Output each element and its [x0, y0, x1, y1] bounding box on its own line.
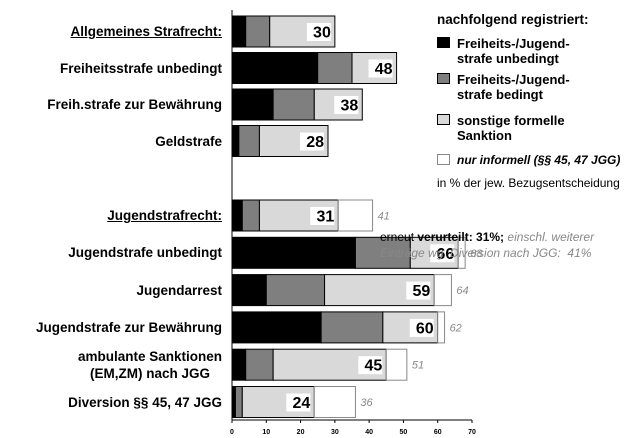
total-bg — [286, 393, 311, 412]
category-label: Geldstrafe — [0, 126, 222, 157]
total-label: 28 — [306, 134, 324, 151]
legend-note: in % der jew. Bezugsentscheidung — [437, 176, 620, 190]
bar-segment — [241, 199, 260, 232]
bar-segment — [245, 15, 271, 48]
category-text: Jugendarrest — [136, 282, 222, 298]
annotation-bold: verurteilt: 31%; — [417, 230, 505, 244]
bar-segment — [337, 199, 374, 232]
category-text: Freiheitsstrafe unbedingt — [59, 60, 222, 76]
bar-segment — [457, 236, 466, 269]
category-label: Jugendstrafrecht: — [0, 200, 222, 231]
category-text: ambulante Sanktionen (EM,ZM) nach JGG — [77, 348, 222, 381]
total-bg — [310, 207, 335, 225]
bar-segment — [231, 125, 240, 157]
total-label: 30 — [313, 25, 331, 42]
category-text: Jugendstrafe unbedingt — [68, 245, 222, 261]
annotation: erneut verurteilt: 31%; einschl. weitere… — [380, 229, 644, 261]
category-text: Geldstrafe — [155, 133, 222, 149]
bar-segment — [258, 125, 329, 157]
category-text: Freih.strafe zur Bewährung — [47, 97, 222, 112]
x-tick-label: 20 — [297, 429, 305, 436]
x-tick-label: 30 — [331, 429, 339, 436]
category-label: Jugendstrafe unbedingt — [0, 237, 222, 268]
bar-segment — [272, 88, 315, 121]
x-tick-label: 50 — [400, 429, 408, 436]
informal-total-label: 51 — [412, 360, 424, 372]
informal-total-label: 68 — [470, 248, 483, 260]
legend-label: Freiheits-/Jugend- strafe bedingt — [457, 72, 570, 102]
bar-segment — [234, 386, 243, 418]
total-label: 45 — [364, 358, 382, 375]
legend-label: Freiheits-/Jugend- strafe unbedingt — [457, 36, 570, 66]
legend-label: sonstige formelle Sanktion — [457, 113, 565, 143]
bar-segment — [238, 125, 260, 157]
total-bg — [358, 356, 383, 375]
total-bg — [409, 318, 434, 337]
bar-segment — [354, 236, 411, 269]
bar-segment — [433, 274, 452, 307]
bar-segment — [231, 199, 243, 232]
category-text: Jugendstrafe zur Bewährung — [35, 319, 222, 335]
informal-total-label: 41 — [378, 211, 390, 223]
bar-segment — [385, 348, 408, 381]
total-label: 24 — [292, 395, 310, 412]
bar-segment — [231, 348, 247, 381]
informal-total-label: 62 — [450, 322, 462, 334]
bar-segment — [231, 274, 267, 307]
total-label: 66 — [436, 246, 454, 263]
category-label: ambulante Sanktionen (EM,ZM) nach JGG — [0, 348, 222, 381]
x-tick-label: 70 — [468, 429, 476, 436]
legend-swatch — [437, 37, 450, 48]
bar-segment — [231, 311, 322, 344]
category-label: Jugendstrafe zur Bewährung — [0, 312, 222, 343]
x-tick-label: 0 — [230, 429, 234, 436]
bar-segment — [231, 15, 247, 48]
bar-segment — [437, 311, 446, 344]
total-label: 31 — [316, 209, 334, 226]
bar-segment — [317, 52, 353, 84]
legend-title: nachfolgend registriert: — [437, 12, 589, 27]
category-label: Freih.strafe zur Bewährung — [0, 89, 222, 120]
total-label: 38 — [340, 98, 358, 115]
bar-segment — [231, 52, 319, 84]
bar-segment — [231, 88, 274, 121]
total-bg — [430, 244, 455, 263]
informal-total-label: 64 — [456, 285, 468, 297]
x-tick-label: 60 — [434, 429, 442, 436]
total-bg — [406, 281, 431, 300]
category-label: Allgemeines Strafrecht: — [0, 16, 222, 47]
legend-swatch — [437, 73, 450, 84]
legend-swatch — [437, 114, 450, 125]
total-bg — [300, 132, 324, 151]
bar-segment — [245, 348, 274, 381]
total-label: 60 — [416, 320, 434, 337]
bar-segment — [313, 386, 356, 418]
total-bg — [368, 59, 393, 78]
x-tick-label: 10 — [262, 429, 270, 436]
bar-segment — [231, 236, 356, 269]
legend-label: nur informell (§§ 45, 47 JGG) — [457, 153, 621, 167]
total-label: 48 — [375, 61, 393, 78]
annotation-text: erneut — [380, 230, 418, 244]
total-label: 59 — [412, 283, 430, 300]
category-text: Diversion §§ 45, 47 JGG — [68, 394, 222, 410]
category-label: Freiheitsstrafe unbedingt — [0, 53, 222, 84]
bar-segment — [265, 274, 326, 307]
bar-segment — [231, 386, 236, 418]
category-text: Allgemeines Strafrecht: — [70, 24, 222, 39]
category-label: Diversion §§ 45, 47 JGG — [0, 387, 222, 418]
total-bg — [306, 23, 331, 41]
category-text: Jugendstrafrecht: — [107, 208, 222, 223]
informal-total-label: 36 — [360, 397, 373, 409]
total-bg — [334, 96, 359, 114]
legend-swatch — [437, 154, 450, 165]
annotation-note: einschl. weiterer Einträge wg. Diversion… — [380, 230, 595, 260]
bar-segment — [320, 311, 384, 344]
category-label: Jugendarrest — [0, 275, 222, 306]
x-tick-label: 40 — [365, 429, 373, 436]
